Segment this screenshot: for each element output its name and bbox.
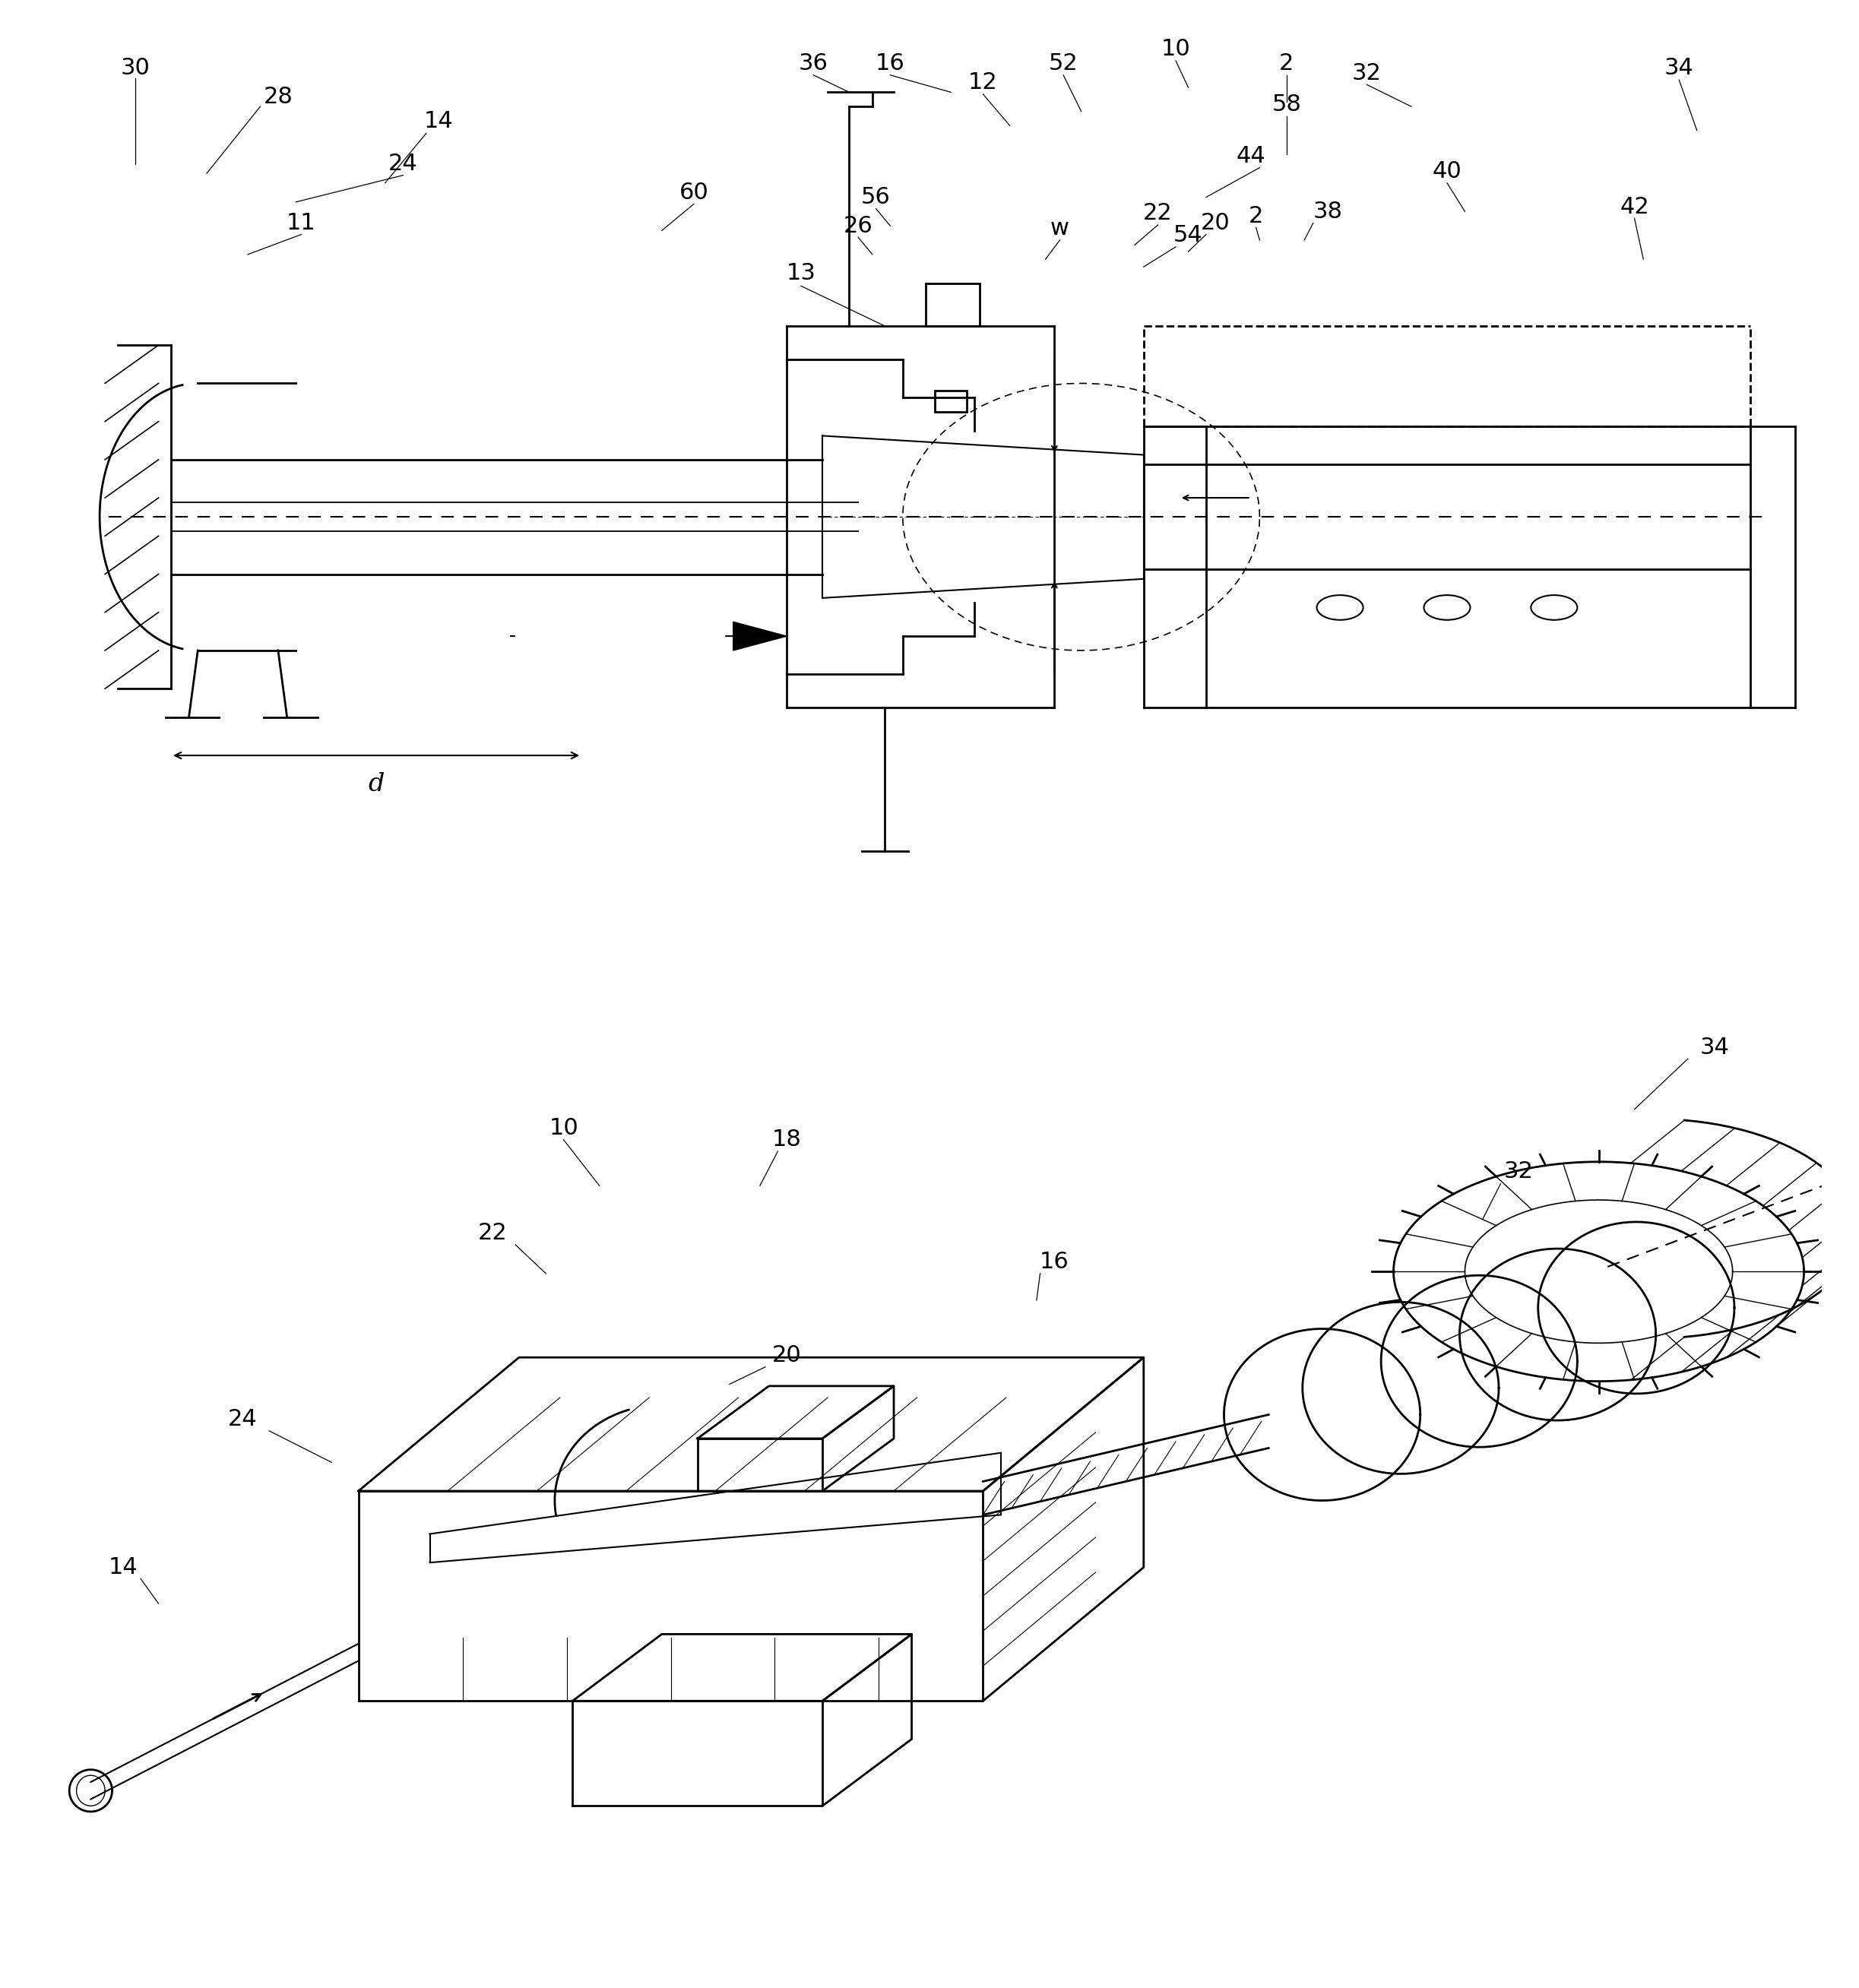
Text: 16: 16 [876,52,905,76]
Text: 30: 30 [121,58,151,80]
Text: 32: 32 [1504,1161,1534,1183]
Text: 11: 11 [286,213,316,235]
Text: 22: 22 [478,1223,508,1244]
Text: 32: 32 [1351,62,1381,83]
Text: w: w [1050,217,1069,241]
Text: 44: 44 [1236,145,1266,167]
Text: 13: 13 [786,262,816,284]
Text: 52: 52 [1048,52,1078,76]
Text: 34: 34 [1664,58,1694,80]
Text: 24: 24 [227,1408,257,1431]
Text: 22: 22 [1143,203,1173,225]
Text: 60: 60 [679,181,708,203]
Polygon shape [509,622,786,650]
Bar [926,282,980,326]
Bar [935,392,967,412]
Text: 14: 14 [108,1557,138,1578]
Text: 20: 20 [1201,213,1231,235]
Text: 28: 28 [264,85,294,107]
Polygon shape [515,624,725,648]
Text: 34: 34 [1699,1036,1729,1058]
Text: d: d [368,771,385,797]
Text: 10: 10 [548,1117,578,1139]
Text: 58: 58 [1272,93,1301,115]
Text: 2: 2 [1249,205,1264,227]
Text: 56: 56 [861,187,890,209]
Text: 24: 24 [389,153,418,175]
Text: 16: 16 [1039,1250,1069,1272]
Text: 26: 26 [844,215,874,237]
Text: 12: 12 [969,72,998,93]
Text: 40: 40 [1431,161,1461,183]
Text: 18: 18 [771,1129,801,1151]
Text: 38: 38 [1312,201,1342,223]
Text: 20: 20 [771,1344,801,1366]
Text: 36: 36 [799,52,829,76]
Text: 14: 14 [424,109,454,131]
Text: 2: 2 [1279,52,1294,76]
Text: 42: 42 [1619,195,1649,219]
Text: 10: 10 [1162,38,1190,60]
Text: 54: 54 [1173,225,1203,247]
